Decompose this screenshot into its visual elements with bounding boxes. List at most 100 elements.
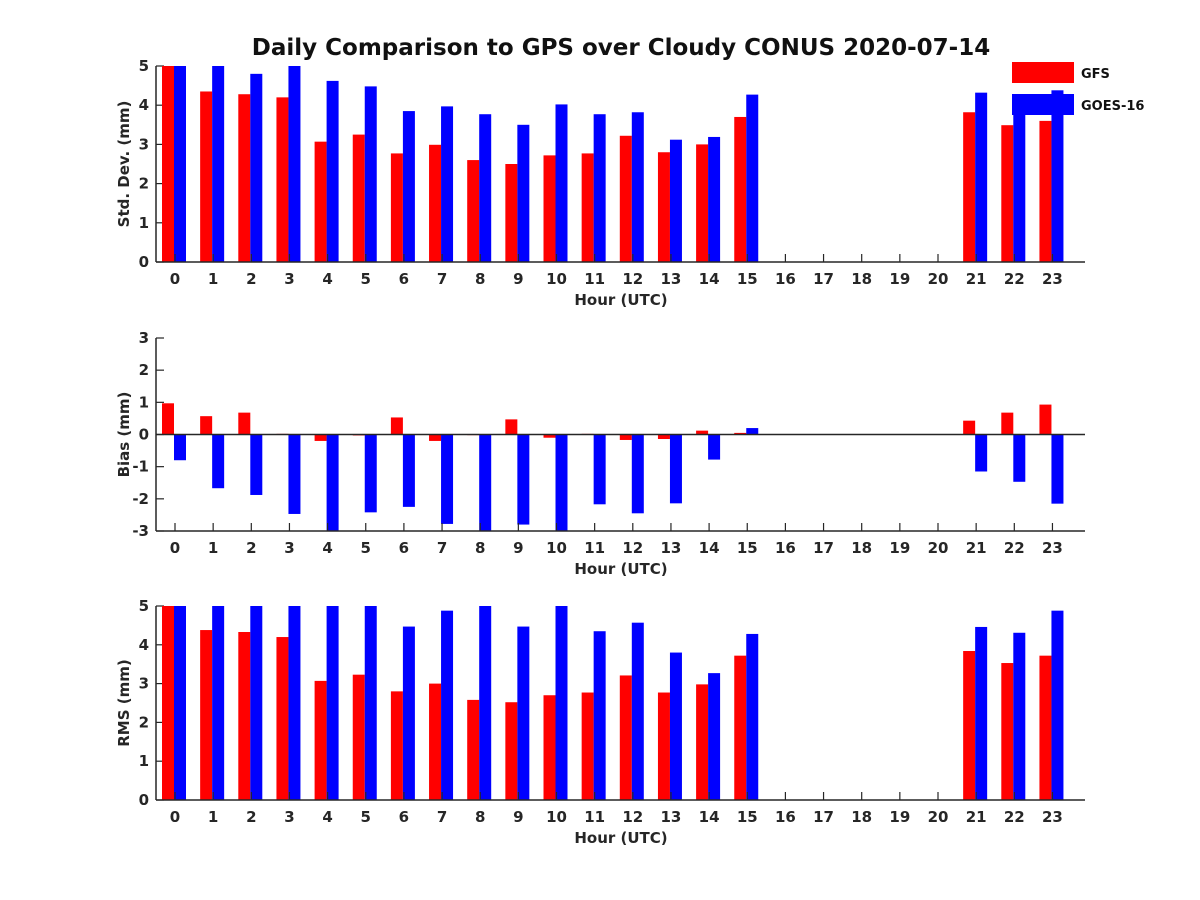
x-tick-label: 21 xyxy=(966,270,987,288)
bar-goes16-hour-12 xyxy=(631,622,644,800)
bar-goes16-hour-14 xyxy=(708,673,721,800)
bar-gfs-hour-1 xyxy=(200,91,213,262)
bar-gfs-hour-3 xyxy=(276,97,289,262)
y-tick-label: 3 xyxy=(139,675,149,693)
bar-goes16-hour-14 xyxy=(708,136,721,262)
x-tick-label: 1 xyxy=(208,808,218,826)
x-tick-label: 7 xyxy=(437,539,447,557)
x-tick-label: 0 xyxy=(170,539,180,557)
bar-goes16-hour-13 xyxy=(669,434,682,504)
bar-goes16-hour-2 xyxy=(250,606,263,800)
bar-gfs-hour-9 xyxy=(505,164,518,262)
bar-gfs-hour-7 xyxy=(429,683,442,800)
x-tick-label: 21 xyxy=(966,808,987,826)
y-tick-label: 5 xyxy=(139,597,149,615)
x-tick-label: 11 xyxy=(584,539,605,557)
bar-gfs-hour-8 xyxy=(467,160,480,262)
y-tick-label: -1 xyxy=(132,458,149,476)
x-tick-label: 3 xyxy=(284,270,294,288)
bar-gfs-hour-13 xyxy=(657,434,670,440)
x-tick-label: 23 xyxy=(1042,539,1063,557)
x-tick-label: 5 xyxy=(361,808,371,826)
y-axis-label: RMS (mm) xyxy=(115,659,133,746)
bar-gfs-hour-11 xyxy=(581,153,594,262)
bar-gfs-hour-15 xyxy=(734,432,747,435)
bar-gfs-hour-13 xyxy=(657,692,670,800)
x-tick-label: 22 xyxy=(1004,808,1025,826)
bar-goes16-hour-23 xyxy=(1051,610,1064,800)
x-tick-label: 10 xyxy=(546,808,567,826)
y-tick-label: 3 xyxy=(139,135,149,153)
x-tick-label: 6 xyxy=(399,539,409,557)
bar-goes16-hour-11 xyxy=(593,631,606,800)
x-tick-label: 10 xyxy=(546,270,567,288)
x-tick-label: 9 xyxy=(513,539,523,557)
x-tick-label: 8 xyxy=(475,539,485,557)
bar-goes16-hour-7 xyxy=(441,106,454,262)
bar-gfs-hour-8 xyxy=(467,699,480,800)
y-tick-label: 2 xyxy=(139,713,149,731)
figure-title: Daily Comparison to GPS over Cloudy CONU… xyxy=(252,35,990,61)
bar-goes16-hour-15 xyxy=(746,633,759,800)
bar-goes16-hour-10 xyxy=(555,606,568,800)
bar-goes16-hour-9 xyxy=(517,626,530,800)
y-tick-label: 3 xyxy=(139,329,149,347)
bar-gfs-hour-6 xyxy=(390,691,403,800)
y-tick-label: 4 xyxy=(139,96,149,114)
bar-gfs-hour-4 xyxy=(314,434,327,441)
bar-goes16-hour-3 xyxy=(288,434,301,514)
bar-goes16-hour-1 xyxy=(212,434,225,489)
bar-gfs-hour-1 xyxy=(200,416,213,435)
y-tick-label: 2 xyxy=(139,175,149,193)
bar-goes16-hour-4 xyxy=(326,434,339,531)
x-tick-label: 23 xyxy=(1042,270,1063,288)
x-tick-label: 6 xyxy=(399,270,409,288)
x-tick-label: 17 xyxy=(813,270,834,288)
x-axis-label: Hour (UTC) xyxy=(574,291,667,309)
bar-gfs-hour-23 xyxy=(1039,404,1052,435)
x-tick-label: 1 xyxy=(208,539,218,557)
bar-gfs-hour-1 xyxy=(200,630,213,800)
bar-gfs-hour-11 xyxy=(581,692,594,800)
x-tick-label: 5 xyxy=(361,270,371,288)
bar-gfs-hour-0 xyxy=(162,606,174,800)
y-tick-label: 0 xyxy=(139,253,149,271)
x-tick-label: 21 xyxy=(966,539,987,557)
bar-goes16-hour-2 xyxy=(250,73,263,262)
bar-gfs-hour-6 xyxy=(390,153,403,262)
x-axis-label: Hour (UTC) xyxy=(574,829,667,847)
bar-gfs-hour-12 xyxy=(619,434,632,440)
bar-gfs-hour-7 xyxy=(429,144,442,262)
bar-goes16-hour-5 xyxy=(364,434,377,513)
bar-goes16-hour-9 xyxy=(517,434,530,525)
bar-gfs-hour-15 xyxy=(734,655,747,800)
x-tick-label: 4 xyxy=(322,539,332,557)
bar-goes16-hour-14 xyxy=(708,434,721,460)
bar-goes16-hour-9 xyxy=(517,124,530,262)
bar-goes16-hour-12 xyxy=(631,434,644,514)
bar-goes16-hour-11 xyxy=(593,114,606,262)
x-tick-label: 4 xyxy=(322,808,332,826)
bar-gfs-hour-4 xyxy=(314,141,327,262)
bar-goes16-hour-1 xyxy=(212,66,225,262)
bar-goes16-hour-7 xyxy=(441,434,454,524)
x-tick-label: 15 xyxy=(737,270,758,288)
bar-gfs-hour-10 xyxy=(543,695,556,800)
x-tick-label: 20 xyxy=(928,270,949,288)
x-axis-label: Hour (UTC) xyxy=(574,560,667,578)
bar-gfs-hour-2 xyxy=(238,631,251,800)
y-tick-label: -2 xyxy=(132,490,149,508)
bar-goes16-hour-6 xyxy=(402,626,415,800)
bar-gfs-hour-15 xyxy=(734,116,747,263)
bar-gfs-hour-23 xyxy=(1039,120,1052,262)
bar-gfs-hour-0 xyxy=(162,403,174,435)
x-tick-label: 19 xyxy=(889,808,910,826)
bar-gfs-hour-23 xyxy=(1039,655,1052,800)
bar-gfs-hour-13 xyxy=(657,152,670,262)
x-tick-label: 14 xyxy=(699,808,720,826)
y-tick-label: 0 xyxy=(139,791,149,809)
x-tick-label: 14 xyxy=(699,270,720,288)
y-tick-label: 2 xyxy=(139,361,149,379)
